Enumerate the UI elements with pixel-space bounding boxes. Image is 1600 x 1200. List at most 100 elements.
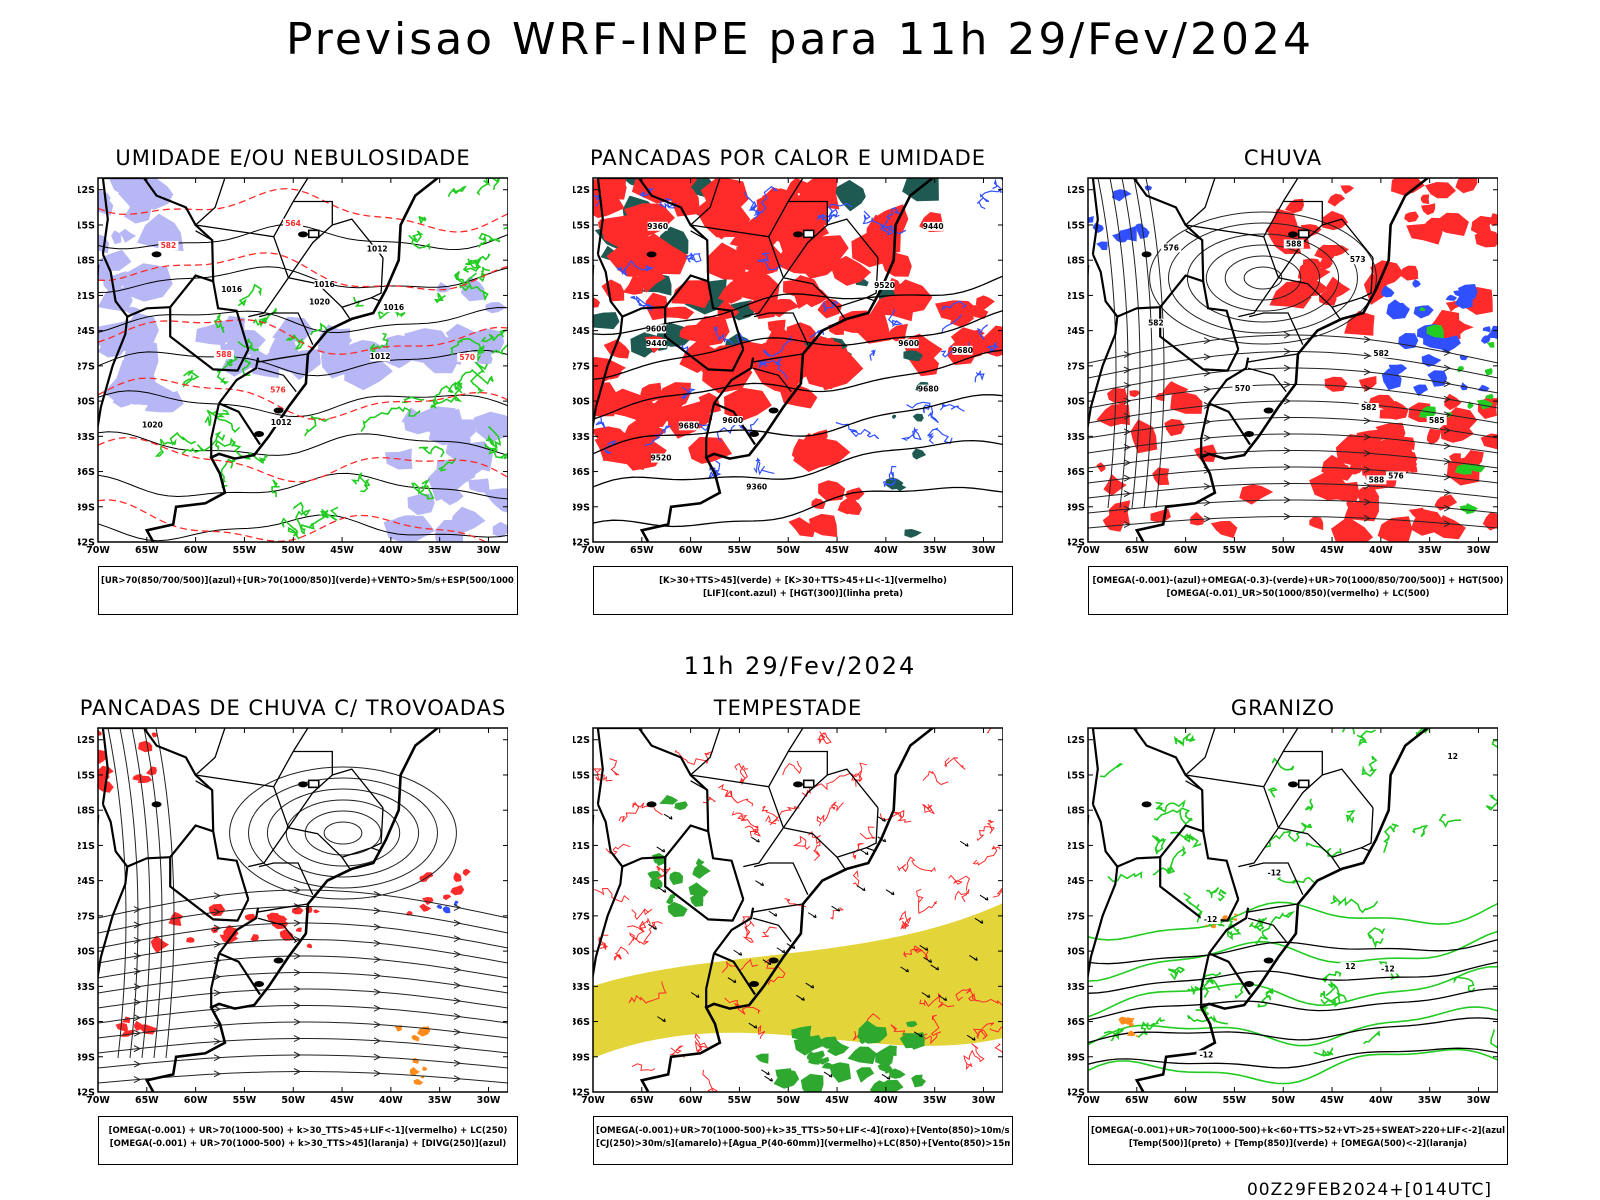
lat-tick-label: 15S bbox=[1068, 770, 1085, 781]
humidity-green-contour bbox=[292, 501, 312, 535]
streamline-arrow bbox=[453, 1013, 462, 1020]
lon-tick-label: 40W bbox=[874, 545, 898, 556]
lon-tick-label: 30W bbox=[477, 1095, 501, 1106]
lon-tick-label: 45W bbox=[825, 1095, 849, 1106]
instability-red-fill bbox=[733, 256, 751, 268]
omega-green-fill bbox=[1486, 342, 1495, 348]
lc850-contour bbox=[631, 908, 653, 921]
temp850-contour bbox=[1088, 1006, 1498, 1047]
humidity-blue-fill bbox=[123, 329, 154, 353]
lif-contour bbox=[639, 188, 654, 198]
streamline-arrow bbox=[373, 972, 382, 980]
streamline-arrow bbox=[1363, 417, 1372, 425]
border-line bbox=[1088, 803, 1119, 982]
rain-red-fill bbox=[1282, 280, 1307, 294]
border-line bbox=[341, 297, 382, 308]
federal-district bbox=[307, 779, 320, 789]
streamline bbox=[98, 1038, 508, 1054]
contour-label: 1016 bbox=[221, 285, 242, 294]
omega-blue-fill bbox=[1398, 333, 1419, 350]
humidity-blue-fill bbox=[445, 431, 472, 462]
lat-tick-label: 15S bbox=[78, 220, 95, 231]
instability-red-fill bbox=[593, 297, 600, 308]
lon-tick-label: 50W bbox=[1271, 545, 1295, 556]
streamline-arrow bbox=[1363, 384, 1372, 392]
rain-red-fill bbox=[1474, 229, 1498, 248]
label-bg bbox=[923, 221, 944, 231]
streamline-arrow bbox=[213, 892, 222, 900]
streamline-arrow bbox=[1363, 449, 1372, 457]
frame-border bbox=[97, 177, 508, 543]
storm-red-fill bbox=[98, 765, 114, 777]
hgt300-contour bbox=[593, 394, 1003, 455]
wind850-green-fill bbox=[913, 1075, 927, 1086]
border-line bbox=[1200, 953, 1211, 1008]
temp850-contour bbox=[1187, 1014, 1228, 1025]
streamline-arrow bbox=[373, 907, 382, 915]
wind-vector bbox=[900, 966, 909, 973]
temp850-contour bbox=[1345, 809, 1356, 824]
lat-tick-label: 30S bbox=[1068, 397, 1085, 408]
border-line bbox=[218, 952, 261, 996]
wind850-green-fill bbox=[864, 1026, 888, 1044]
lat-tick-label: 39S bbox=[573, 1052, 590, 1063]
rain-red-fill bbox=[1129, 390, 1141, 398]
border-line bbox=[690, 780, 708, 791]
wind-vector bbox=[657, 1016, 666, 1023]
omega-green-fill bbox=[1426, 324, 1444, 339]
border-line bbox=[705, 403, 716, 458]
contour-label: 585 bbox=[1429, 416, 1445, 425]
instability-red-fill bbox=[776, 343, 793, 359]
border-line bbox=[341, 847, 382, 858]
border-line bbox=[1208, 952, 1251, 996]
border-line bbox=[371, 807, 384, 849]
instability-red-fill bbox=[818, 480, 846, 502]
streamline-arrow bbox=[1203, 434, 1212, 442]
streamline-arrow bbox=[1203, 499, 1212, 507]
border-line bbox=[690, 728, 721, 776]
instability-red-fill bbox=[665, 306, 695, 320]
storm-red-fill bbox=[313, 909, 320, 914]
lif-contour bbox=[821, 208, 840, 224]
lake bbox=[298, 781, 308, 788]
contour-label: 9600 bbox=[646, 324, 667, 333]
lon-tick-label: 70W bbox=[86, 545, 110, 556]
border-line bbox=[1159, 857, 1240, 922]
lon-tick-label: 35W bbox=[428, 1095, 452, 1106]
geo-borders bbox=[1088, 178, 1430, 542]
humidity-green-contour bbox=[237, 338, 259, 352]
rain-red-fill bbox=[1482, 511, 1498, 531]
rain-red-fill bbox=[1347, 460, 1363, 475]
border-line bbox=[1282, 728, 1299, 752]
border-line bbox=[1282, 178, 1299, 202]
temp500-contour bbox=[1088, 988, 1498, 1021]
streamline-arrow bbox=[373, 1053, 382, 1061]
border-line bbox=[1247, 917, 1287, 943]
temp850-contour bbox=[1224, 918, 1242, 941]
humidity-green-contour bbox=[213, 313, 225, 333]
streamline-arrow bbox=[453, 1044, 462, 1052]
streamline-arrow bbox=[1283, 381, 1292, 388]
streamline-arrow bbox=[1123, 351, 1132, 358]
rain-red-fill bbox=[1399, 265, 1419, 281]
temp850-contour bbox=[1490, 1029, 1498, 1049]
instability-red-fill bbox=[710, 210, 740, 240]
lon-tick-label: 40W bbox=[379, 1095, 403, 1106]
lake bbox=[298, 231, 308, 238]
omega-blue-fill bbox=[1386, 302, 1410, 320]
lc850-contour bbox=[742, 926, 754, 943]
label-bg bbox=[267, 385, 288, 395]
humidity-green-contour bbox=[369, 332, 389, 356]
panel-legend: [K>30+TTS>45](verde) + [K>30+TTS>45+LI<-… bbox=[593, 566, 1013, 615]
streamline-arrow bbox=[453, 1059, 462, 1067]
rain-red-fill bbox=[1096, 462, 1106, 473]
border-line bbox=[287, 774, 333, 829]
streamline bbox=[285, 799, 401, 867]
thickness-contour bbox=[98, 499, 488, 542]
instability-red-fill bbox=[845, 503, 862, 515]
wind-vector bbox=[807, 912, 817, 919]
temp850-contour bbox=[1453, 976, 1476, 993]
lon-tick-label: 50W bbox=[776, 1095, 800, 1106]
streamline-arrow bbox=[1283, 447, 1292, 454]
